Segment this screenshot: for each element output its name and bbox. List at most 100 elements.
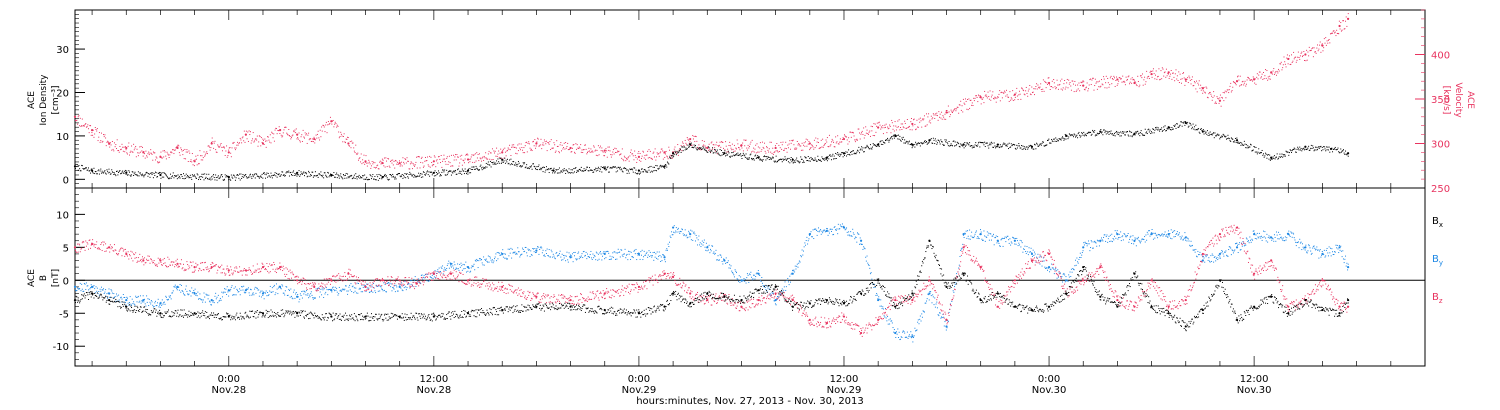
density-dot: [92, 172, 94, 174]
velocity-dot: [197, 154, 199, 156]
by-dot: [194, 288, 196, 290]
density-dot: [796, 157, 798, 159]
by-dot: [707, 249, 709, 251]
density-dot: [504, 157, 506, 159]
density-dot: [131, 171, 133, 173]
density-dot: [809, 160, 811, 162]
by-dot: [151, 301, 153, 303]
density-dot: [783, 158, 785, 160]
velocity-dot: [424, 160, 426, 162]
density-dot: [440, 175, 442, 177]
velocity-dot: [518, 143, 520, 145]
density-dot: [596, 168, 598, 170]
by-dot: [443, 269, 445, 271]
velocity-dot: [790, 142, 792, 144]
by-dot: [461, 265, 463, 267]
density-dot: [1070, 134, 1072, 136]
density-dot: [470, 168, 472, 170]
by-dot: [95, 286, 97, 288]
by-dot: [682, 233, 684, 235]
by-dot: [153, 305, 155, 307]
velocity-dot: [912, 125, 914, 127]
density-dot: [182, 177, 184, 179]
velocity-dot: [848, 137, 850, 139]
velocity-dot: [1148, 78, 1150, 80]
density-dot: [846, 151, 848, 153]
density-dot: [1113, 134, 1115, 136]
velocity-dot: [1096, 88, 1098, 90]
plasma-panel-frame: [74, 9, 1426, 189]
by-dot: [718, 259, 720, 261]
density-dot: [1043, 145, 1045, 147]
by-dot: [259, 292, 261, 294]
velocity-dot: [1050, 86, 1052, 88]
by-dot: [581, 253, 583, 255]
density-dot: [96, 173, 98, 175]
velocity-dot: [571, 147, 573, 149]
velocity-dot: [474, 153, 476, 155]
velocity-dot: [904, 120, 906, 122]
by-dot: [364, 285, 366, 287]
density-dot: [213, 177, 215, 179]
velocity-dot: [1256, 76, 1258, 78]
velocity-dot: [828, 146, 830, 148]
velocity-dot: [1167, 73, 1169, 75]
density-dot: [807, 156, 809, 158]
velocity-dot: [278, 126, 280, 128]
by-dot: [621, 254, 623, 256]
density-dot: [230, 174, 232, 176]
velocity-dot: [1275, 71, 1277, 73]
by-dot: [503, 253, 505, 255]
velocity-dot: [510, 155, 512, 157]
by-dot: [552, 253, 554, 255]
velocity-dot: [1019, 93, 1021, 95]
by-dot: [116, 293, 118, 295]
velocity-dot: [1330, 33, 1332, 35]
by-dot: [189, 290, 191, 292]
by-point: [1013, 239, 1016, 242]
by-dot: [298, 301, 300, 303]
velocity-dot: [982, 98, 984, 100]
density-dot: [1231, 138, 1233, 140]
velocity-dot: [1065, 86, 1067, 88]
density-dot: [142, 174, 144, 176]
by-dot: [281, 284, 283, 286]
density-dot: [548, 168, 550, 170]
velocity-dot: [819, 147, 821, 149]
by-dot: [542, 249, 544, 251]
density-dot: [1003, 143, 1005, 145]
velocity-dot: [280, 134, 282, 136]
density-dot: [405, 173, 407, 175]
density-dot: [1149, 129, 1151, 131]
density-dot: [927, 142, 929, 144]
velocity-dot: [778, 144, 780, 146]
density-dot: [191, 174, 193, 176]
velocity-dot: [1077, 88, 1079, 90]
velocity-dot: [537, 138, 539, 140]
by-dot: [384, 284, 386, 286]
velocity-dot: [319, 139, 321, 141]
density-dot: [1261, 149, 1263, 151]
velocity-dot: [1209, 92, 1210, 94]
density-dot: [1060, 139, 1062, 141]
by-dot: [538, 253, 540, 255]
velocity-dot: [908, 126, 910, 128]
velocity-dot: [1219, 94, 1221, 96]
density-dot: [502, 161, 504, 163]
density-dot: [318, 173, 320, 175]
density-dot: [308, 172, 310, 174]
velocity-dot: [1058, 84, 1060, 86]
density-dot: [632, 169, 634, 171]
density-dot: [864, 147, 866, 149]
by-dot: [732, 272, 734, 274]
by-dot: [662, 254, 664, 256]
density-dot: [291, 174, 292, 176]
velocity-dot: [577, 147, 579, 149]
density-dot: [722, 152, 724, 154]
velocity-dot: [343, 133, 345, 135]
velocity-dot: [467, 154, 469, 156]
density-axis-label-line3: [cm⁻³]: [51, 85, 61, 114]
density-dot: [1225, 135, 1227, 137]
velocity-dot: [1269, 75, 1271, 77]
velocity-dot: [399, 160, 400, 162]
